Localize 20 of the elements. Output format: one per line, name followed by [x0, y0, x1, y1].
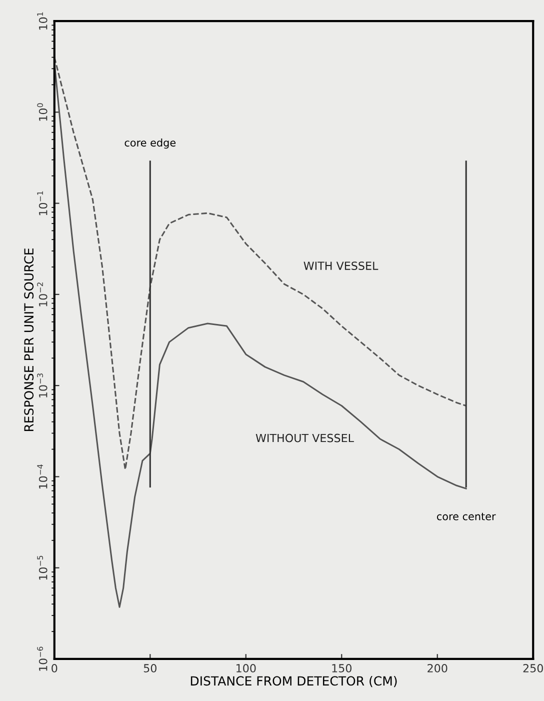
x-tick-label: 50 [144, 664, 156, 672]
y-tick-label: 10$^{−6}$ [37, 646, 48, 671]
y-tick-label: 10$^{−2}$ [37, 282, 48, 306]
x-tick-label: 250 [523, 664, 543, 672]
y-tick-label: 10$^{0}$ [37, 103, 48, 121]
x-tick-label: 100 [236, 664, 256, 672]
x-tick-label: 150 [332, 664, 352, 672]
ref-line-label: core center [436, 512, 496, 520]
x-axis-title: DISTANCE FROM DETECTOR (CM) [190, 676, 397, 688]
y-tick-label: 10$^{−5}$ [37, 556, 48, 580]
x-tick-label: 0 [52, 664, 58, 672]
ref-line-label: core edge [124, 138, 176, 149]
y-tick-label: 10$^{−1}$ [37, 191, 48, 216]
x-tick-label: 200 [428, 664, 448, 672]
y-tick-label: 10$^{−3}$ [37, 374, 48, 398]
y-axis-title: RESPONSE PER UNIT SOURCE [24, 248, 34, 432]
series-label: WITHOUT VESSEL [256, 434, 354, 442]
y-tick-label: 10$^{−4}$ [37, 464, 48, 489]
y-tick-label: 10$^{1}$ [37, 12, 48, 30]
series-label: WITH VESSEL [304, 262, 378, 270]
